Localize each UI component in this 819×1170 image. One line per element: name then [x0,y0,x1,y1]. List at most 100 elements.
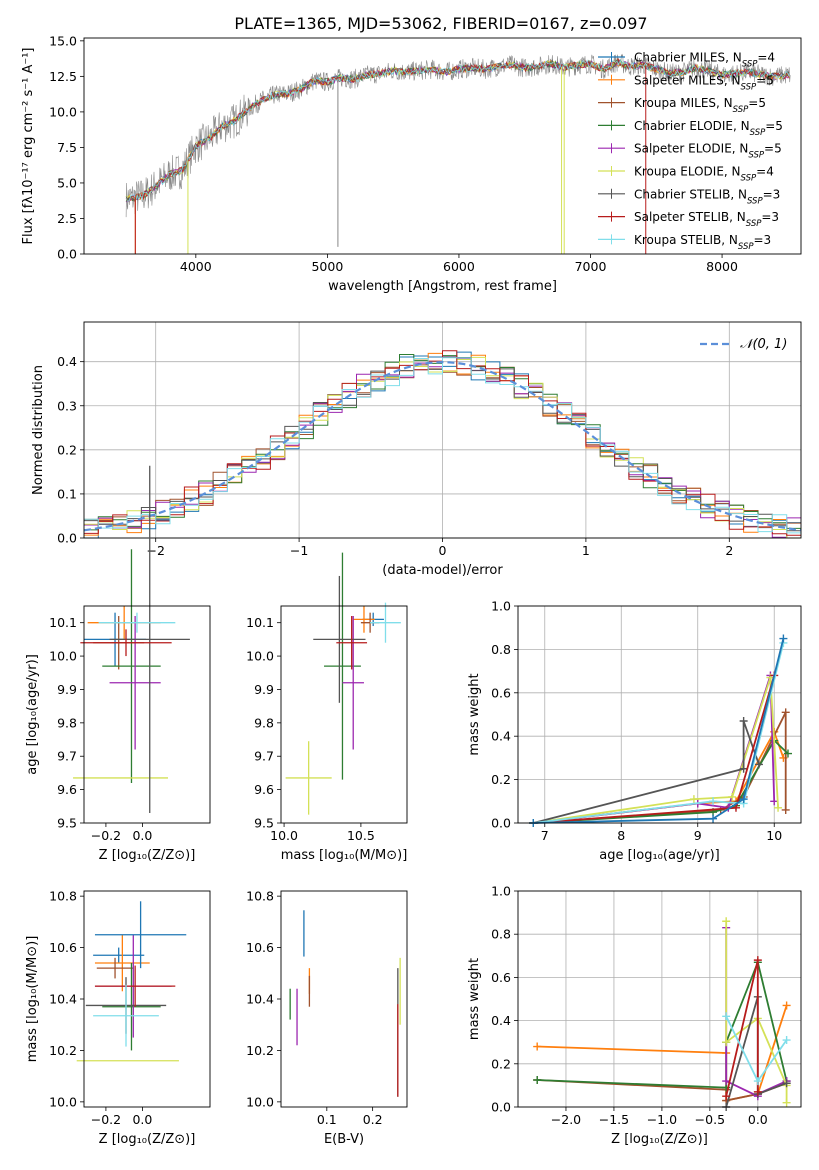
y-tick-label: 10.0 [49,649,77,664]
weight-point-marker [722,1038,731,1047]
x-tick-label: 9 [694,828,702,843]
x-axis-label: mass [log₁₀(M/M⊙)] [281,848,408,863]
legend-label-nssp: =5 [765,119,783,133]
x-tick-label: −2.0 [551,1112,581,1127]
y-tick-label: 0.2 [491,772,511,787]
weight-point-marker [722,1012,731,1021]
x-axis-label: Z [log₁₀(Z/Z⊙)] [611,1132,708,1147]
weight-point-marker [783,749,792,758]
spectrum-frame [83,37,802,255]
y-tick-label: 0.4 [57,354,77,369]
mass-weight-vs-age-frame [517,605,802,824]
spectrum-model-line [125,59,790,202]
weight-point-marker [722,917,731,926]
legend-label-nssp: =3 [761,210,779,224]
x-tick-label: −0.2 [91,1112,121,1127]
y-tick-label: 1.0 [491,599,511,614]
legend-label-nssp: =4 [757,51,775,65]
weight-series-line [533,720,760,824]
x-tick-label: 8 [617,828,625,843]
y-tick-label: 10.0 [49,1094,77,1109]
y-tick-label: 9.7 [254,749,274,764]
normal-legend-label: 𝒩(0, 1) [740,337,787,352]
weight-point-marker [731,803,740,812]
y-tick-label: 0.4 [491,1013,511,1028]
y-tick-label: 0.1 [57,486,77,501]
weight-point-marker [779,634,788,643]
weight-series-line [533,642,785,824]
y-axis-label: mass weight [467,673,482,755]
residuals-frame [83,321,802,539]
x-tick-label: 5000 [311,259,343,274]
y-tick-label: 2.5 [57,211,77,226]
weight-point-marker [754,760,763,769]
x-tick-label: 0.0 [132,1112,152,1127]
y-tick-label: 0.0 [491,1100,511,1115]
mass-weight-vs-age-axes: 7 8 9 10 0.0 0.2 0.4 0.6 0.8 1.0 age [log₁₀(age/yr… [467,599,801,863]
weight-point-marker [739,717,748,726]
weight-point-marker [709,814,718,823]
legend-label-nssp: =3 [763,187,781,201]
y-tick-label: 10.0 [246,649,274,664]
legend-label-nssp: =5 [756,73,774,87]
x-tick-label: 0.0 [132,828,152,843]
mass-vs-ebv-axes: 0.1 0.2 10.0 10.2 10.4 10.6 10.8 E(B-V) [246,889,382,1147]
y-tick-label: 10.2 [49,1043,77,1058]
y-tick-label: 9.7 [57,749,77,764]
mass-vs-ebv-frame [280,890,408,1108]
x-axis-label: age [log₁₀(age/yr)] [599,848,720,863]
legend-label-sub: SSP [746,219,762,229]
x-tick-label: −2 [146,543,164,558]
weight-point-marker [709,797,718,806]
y-tick-label: 0.2 [57,442,77,457]
x-tick-label: 7000 [575,259,607,274]
legend-label-nssp: =4 [756,165,774,179]
y-tick-label: 10.0 [49,104,77,119]
x-tick-label: 10.5 [347,828,375,843]
y-tick-label: 10.4 [246,992,274,1007]
y-tick-label: 10.6 [49,940,77,955]
weight-point-marker [753,956,762,965]
y-tick-label: 0.0 [57,247,77,262]
legend-label-nssp: =5 [748,96,766,110]
weight-point-marker [722,1092,731,1101]
x-tick-label: −1 [290,543,308,558]
y-tick-label: 9.5 [57,816,77,831]
x-axis-label: E(B-V) [324,1132,364,1147]
legend-label-sub: SSP [750,128,766,138]
y-tick-label: 0.6 [491,970,511,985]
x-tick-label: −1.5 [599,1112,629,1127]
y-tick-label: 9.6 [57,782,77,797]
mass-vs-z-axes: −0.2 0.0 10.0 10.2 10.4 10.6 10.8 Z [log₁₀(Z/Z⊙… [25,889,195,1147]
age-vs-z-axes: −0.2 0.0 9.5 9.6 9.7 9.8 9.9 10.0 10.1 Z [log₁₀(Z… [25,615,195,863]
weight-point-marker [753,1087,762,1096]
weight-point-marker [781,708,790,717]
figure-title: PLATE=1365, MJD=53062, FIBERID=0167, z=0… [234,14,647,33]
y-tick-label: 10.4 [49,992,77,1007]
legend-label-sub: SSP [741,174,757,184]
y-tick-label: 1.0 [491,884,511,899]
y-tick-label: 10.0 [246,1094,274,1109]
y-tick-label: 10.6 [246,940,274,955]
y-tick-label: 9.8 [254,715,274,730]
y-axis-label: mass weight [467,958,482,1040]
x-tick-label: −0.5 [695,1112,725,1127]
age-vs-mass-frame [280,605,408,824]
x-axis-label: (data-model)/error [382,563,503,578]
legend-label-sub: SSP [748,151,764,161]
x-tick-label: 4000 [180,259,212,274]
y-tick-label: 7.5 [57,140,77,155]
weight-point-marker [782,1001,791,1010]
weight-point-marker [782,1036,791,1045]
y-tick-label: 10.1 [49,615,77,630]
x-axis-label: Z [log₁₀(Z/Z⊙)] [99,848,196,863]
y-axis-label: mass [log₁₀(M/M⊙)] [25,936,40,1063]
y-axis-label: Flux [fλ10⁻¹⁷ erg cm⁻² s⁻¹ A⁻¹] [21,48,36,245]
x-tick-label: −1.0 [647,1112,677,1127]
y-tick-label: 0.6 [491,685,511,700]
y-tick-label: 0.3 [57,398,77,413]
y-tick-label: 0.4 [491,729,511,744]
histogram-series [84,357,801,534]
x-tick-label: 8000 [706,259,738,274]
